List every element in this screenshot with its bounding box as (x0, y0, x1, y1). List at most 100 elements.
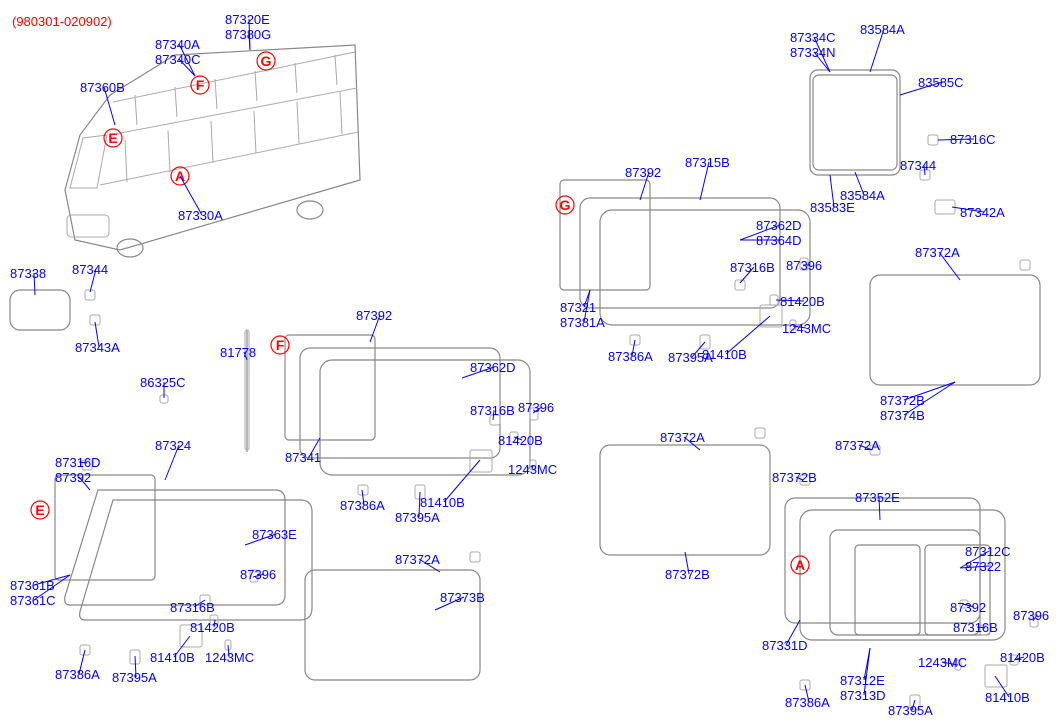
part-label: 1243MC (205, 650, 254, 665)
part-label: 81420B (498, 433, 543, 448)
group-letter-F-group: F (276, 337, 285, 353)
part-label: 87340A (155, 37, 200, 52)
group-letter-A-group: A (795, 557, 805, 573)
part-label: 87321 (560, 300, 596, 315)
part-label: 87316B (470, 403, 515, 418)
part-label: 1243MC (508, 462, 557, 477)
panel-G-glass (560, 180, 650, 290)
diagram-svg: EFGAGFEA (0, 0, 1063, 727)
part-87372A-cap-pb (470, 552, 480, 562)
part-label: 81410B (420, 495, 465, 510)
part-label: 81420B (780, 294, 825, 309)
part-label: 87322 (965, 559, 1001, 574)
part-label: 87372B (665, 567, 710, 582)
part-87316C (928, 135, 938, 145)
part-label: 87313D (840, 688, 886, 703)
part-label: 87361C (10, 593, 56, 608)
part-87372A-mid-cap (755, 428, 765, 438)
part-label: 83583E (810, 200, 855, 215)
part-label: 87372A (835, 438, 880, 453)
part-label: 87360B (80, 80, 125, 95)
part-label: 87334N (790, 45, 836, 60)
panel-83584-top (810, 70, 900, 175)
part-label: 87363E (252, 527, 297, 542)
panel-87373B (305, 570, 480, 680)
panel-E-mid (65, 490, 285, 605)
part-label: 87392 (625, 165, 661, 180)
group-letter-E-bus: E (108, 130, 117, 146)
date-range-note: (980301-020902) (12, 14, 112, 29)
part-label: 87395A (112, 670, 157, 685)
panel-A-glass1 (855, 545, 920, 635)
part-label: 87320E (225, 12, 270, 27)
part-label: 87362D (756, 218, 802, 233)
part-label: 87372A (395, 552, 440, 567)
part-label: 87396 (240, 567, 276, 582)
part-label: 87373B (440, 590, 485, 605)
panel-87372-mid (600, 445, 770, 555)
part-label: 86325C (140, 375, 186, 390)
part-label: 87316B (730, 260, 775, 275)
part-label: 87364D (756, 233, 802, 248)
part-label: 87341 (285, 450, 321, 465)
part-label: 87372A (915, 245, 960, 260)
part-label: 83585C (918, 75, 964, 90)
panel-83584-bot (813, 75, 897, 170)
part-label: 87395A (395, 510, 440, 525)
part-label: 87344 (72, 262, 108, 277)
part-label: 87316D (55, 455, 101, 470)
part-label: 87395A (668, 350, 713, 365)
part-label: 87324 (155, 438, 191, 453)
part-label: 87316B (170, 600, 215, 615)
part-label: 87392 (55, 470, 91, 485)
group-letter-G-group: G (560, 197, 571, 213)
part-label: 87315B (685, 155, 730, 170)
part-label: 87343A (75, 340, 120, 355)
part-label: 87396 (518, 400, 554, 415)
panel-small-window-87338 (10, 290, 70, 330)
part-label: 87316C (950, 132, 996, 147)
part-label: 87330A (178, 208, 223, 223)
group-letter-G-bus: G (261, 53, 272, 69)
part-label: 87396 (786, 258, 822, 273)
part-label: 87362D (470, 360, 516, 375)
panel-F-glass (285, 335, 375, 440)
part-label: 87392 (950, 600, 986, 615)
part-label: 81410B (150, 650, 195, 665)
part-label: 87386A (785, 695, 830, 710)
part-label: 87331D (762, 638, 808, 653)
part-label: 81420B (190, 620, 235, 635)
group-letter-F-bus: F (196, 77, 205, 93)
part-label: 1243MC (782, 321, 831, 336)
part-label: 87381A (560, 315, 605, 330)
part-label: 87395A (888, 703, 933, 718)
group-letter-E-group: E (35, 502, 44, 518)
part-label: 87372B (880, 393, 925, 408)
part-label: 81410B (985, 690, 1030, 705)
bus-illustration (65, 45, 360, 257)
part-87316B-g (735, 280, 745, 290)
part-label: 87361B (10, 578, 55, 593)
part-label: 81778 (220, 345, 256, 360)
part-87386A-f (358, 485, 368, 495)
panel-87372-top-right (870, 275, 1040, 385)
part-label: 83584A (860, 22, 905, 37)
part-81410B-f (470, 450, 492, 472)
part-label: 87392 (356, 308, 392, 323)
part-label: 87340C (155, 52, 201, 67)
panel-G-mid (580, 198, 780, 308)
part-label: 87342A (960, 205, 1005, 220)
part-label: 87374B (880, 408, 925, 423)
part-81410B-a (985, 665, 1007, 687)
part-label: 87386A (55, 667, 100, 682)
part-label: 87334C (790, 30, 836, 45)
part-label: 87316B (953, 620, 998, 635)
part-label: 87312C (965, 544, 1011, 559)
part-label: 87344 (900, 158, 936, 173)
part-label: 87380G (225, 27, 271, 42)
part-label: 81420B (1000, 650, 1045, 665)
part-label: 87396 (1013, 608, 1049, 623)
part-label: 87386A (340, 498, 385, 513)
part-label: 1243MC (918, 655, 967, 670)
part-87372A-cap-r (1020, 260, 1030, 270)
